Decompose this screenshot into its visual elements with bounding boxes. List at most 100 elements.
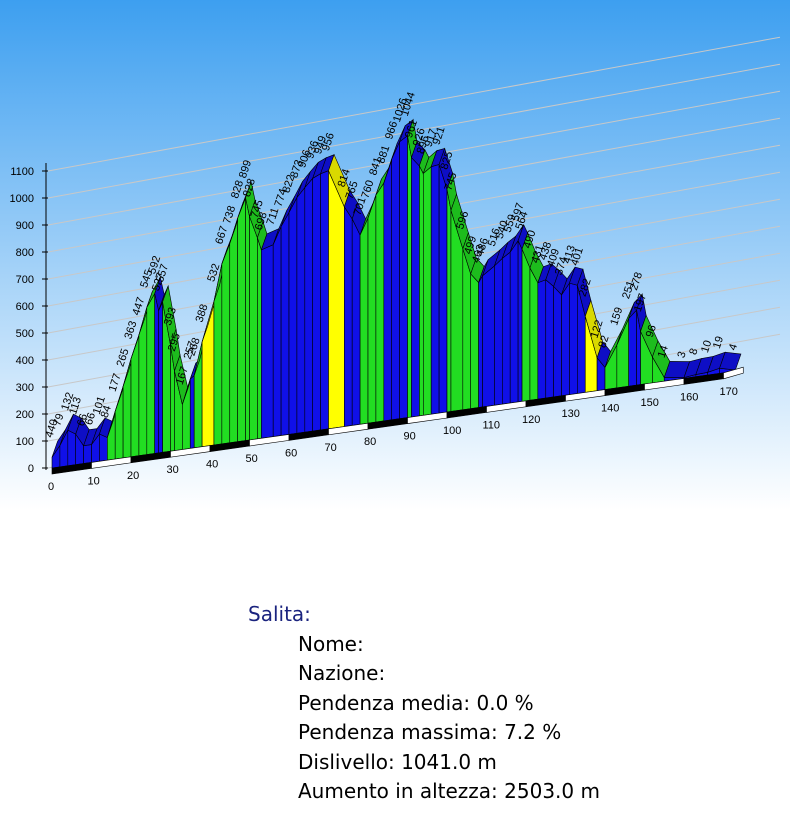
profile-segment (343, 205, 353, 427)
y-tick-label: 500 (16, 328, 34, 340)
y-tick-label: 100 (16, 436, 34, 448)
altitude-label: 961 (403, 118, 420, 139)
altitude-label: 268 (186, 336, 203, 357)
profile-segment (99, 433, 108, 462)
altitude-label: 906 (296, 148, 313, 169)
profile-segment (411, 156, 420, 418)
profile-segment (521, 248, 531, 402)
profile-segment (446, 189, 452, 413)
altitude-label: 711 (265, 206, 282, 226)
altitude-label: 374 (553, 256, 570, 277)
profile-segment (383, 158, 393, 422)
profile-segment (430, 164, 440, 415)
y-tick-label: 700 (16, 274, 34, 286)
profile-segment (509, 239, 519, 404)
x-tick-label: 80 (364, 436, 376, 448)
altitude-label: 822 (280, 173, 297, 194)
profile-segment (422, 165, 432, 416)
altitude-label: 597 (510, 201, 527, 222)
altitude-label: 122 (589, 319, 606, 340)
x-axis: 0 10 20 30 40 50 60 70 80 90 100 110 120 130 140 150 160… (48, 366, 744, 493)
y-tick-label: 1100 (10, 166, 34, 178)
altitude-label: 841 (367, 156, 384, 177)
profile-segment (537, 279, 547, 400)
altitude-label: 559 (502, 213, 519, 234)
altitude-label: 592 (146, 254, 163, 275)
profile-segment (237, 197, 246, 443)
profile-segment (517, 240, 523, 403)
profile-segment (189, 374, 195, 449)
profile-segment (288, 197, 298, 435)
x-tick-label: 70 (325, 442, 337, 454)
altitude-label: 873 (288, 158, 305, 179)
profile-segment (351, 218, 361, 426)
profile-segment (553, 285, 562, 398)
y-tick-label: 200 (16, 409, 34, 421)
profile-segment (280, 211, 290, 436)
altitude-label: 159 (608, 306, 625, 327)
altitude-label: 527 (150, 271, 167, 292)
profile-segment (478, 274, 483, 408)
altitude-label: 101 (91, 395, 108, 416)
altitude-label: 413 (561, 244, 578, 265)
altitude-label: 19 (711, 335, 726, 350)
altitude-label: 667 (213, 225, 230, 246)
x-tick-label: 10 (88, 475, 100, 487)
altitude-label: 557 (154, 263, 171, 284)
profile-area (51, 118, 742, 469)
x-tick-label: 130 (562, 408, 580, 420)
altitude-label: 949 (312, 134, 329, 155)
y-tick-label: 300 (16, 382, 34, 394)
altitude-label: 132 (59, 391, 76, 412)
y-tick-label: 0 (28, 463, 34, 475)
altitude-label: 463 (470, 243, 487, 264)
altitude-label: 84 (99, 404, 114, 419)
profile-segment (529, 267, 539, 401)
x-tick-label: 90 (404, 431, 416, 443)
profile-segment (67, 429, 76, 467)
altitude-label: 760 (359, 179, 376, 200)
altitude-label: 745 (442, 171, 459, 192)
altitude-label: 3 (675, 350, 688, 360)
altitude-labels: 4407913211366661018417726536344754559252… (43, 91, 740, 439)
x-tick-label: 50 (246, 453, 258, 465)
profile-segment (545, 279, 554, 399)
profile-segment (470, 273, 479, 409)
altitude-label: 79 (51, 412, 66, 427)
elevation-profile-svg: 0 100 200 300 400 500 600 700 800 900 1000 1100 0 10… (0, 0, 790, 510)
climb-title: Salita: (248, 602, 311, 626)
profile-segment (304, 177, 314, 433)
x-tick-label: 170 (720, 386, 738, 398)
altitude-label: 701 (352, 196, 369, 217)
altitude-label: 295 (166, 332, 183, 353)
profile-segment (146, 292, 155, 455)
profile-segment (419, 165, 424, 417)
altitude-label: 828 (241, 177, 258, 198)
profile-segment (296, 186, 306, 434)
altitude-label: 10 (699, 339, 714, 354)
x-tick-label: 160 (680, 391, 698, 403)
x-tick-label: 60 (285, 447, 297, 459)
max-gradient: Pendenza massima: 7.2 % (298, 720, 562, 744)
profile-segment (628, 309, 637, 387)
altitude-label: 447 (130, 296, 147, 317)
altitude-label: 564 (513, 210, 530, 231)
profile-segment (561, 282, 570, 397)
altitude-label: 401 (569, 246, 586, 267)
altitude-label: 486 (474, 236, 491, 257)
x-tick-label: 40 (206, 459, 218, 471)
altitude-label: 177 (107, 372, 124, 393)
altitude-label: 774 (273, 187, 290, 208)
profile-segment (482, 265, 495, 408)
altitude-label: 490 (521, 229, 538, 250)
profile-segment (501, 251, 511, 405)
profile-segment (462, 248, 472, 411)
y-tick-label: 400 (16, 355, 34, 367)
altitude-label: 66 (83, 411, 98, 426)
x-tick-label: 140 (601, 403, 619, 415)
grid-line (47, 36, 781, 172)
altitude-label: 431 (529, 244, 546, 265)
altitude-label: 265 (115, 347, 132, 368)
y-tick-label: 1000 (10, 193, 34, 205)
altitude-label: 765 (344, 180, 361, 201)
